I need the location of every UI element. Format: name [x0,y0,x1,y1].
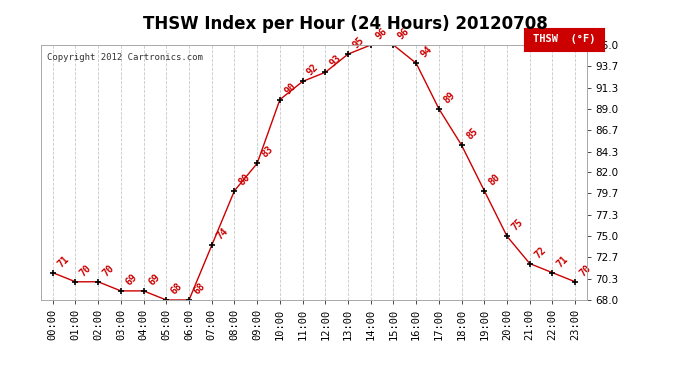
Text: 71: 71 [55,254,71,269]
Text: 69: 69 [146,272,161,287]
Text: 80: 80 [487,172,502,187]
Text: 68: 68 [169,281,184,296]
Text: 70: 70 [101,263,117,278]
Text: 70: 70 [78,263,94,278]
Text: 96: 96 [373,26,389,41]
Text: THSW  (°F): THSW (°F) [533,34,595,44]
Text: 90: 90 [283,81,298,96]
Text: 70: 70 [578,263,593,278]
Text: 93: 93 [328,53,344,69]
Text: 94: 94 [419,44,434,60]
Text: 74: 74 [215,226,230,242]
Text: 92: 92 [305,62,321,78]
Text: 72: 72 [533,244,548,260]
Text: 89: 89 [442,90,457,105]
Text: 69: 69 [124,272,139,287]
Text: THSW Index per Hour (24 Hours) 20120708: THSW Index per Hour (24 Hours) 20120708 [143,15,547,33]
Text: 96: 96 [396,26,411,41]
Text: 75: 75 [510,217,525,232]
Text: 68: 68 [192,281,207,296]
Text: 83: 83 [260,144,275,160]
Text: 95: 95 [351,35,366,51]
Text: 71: 71 [555,254,571,269]
Text: 85: 85 [464,126,480,141]
Text: 80: 80 [237,172,253,187]
Text: Copyright 2012 Cartronics.com: Copyright 2012 Cartronics.com [47,53,203,62]
